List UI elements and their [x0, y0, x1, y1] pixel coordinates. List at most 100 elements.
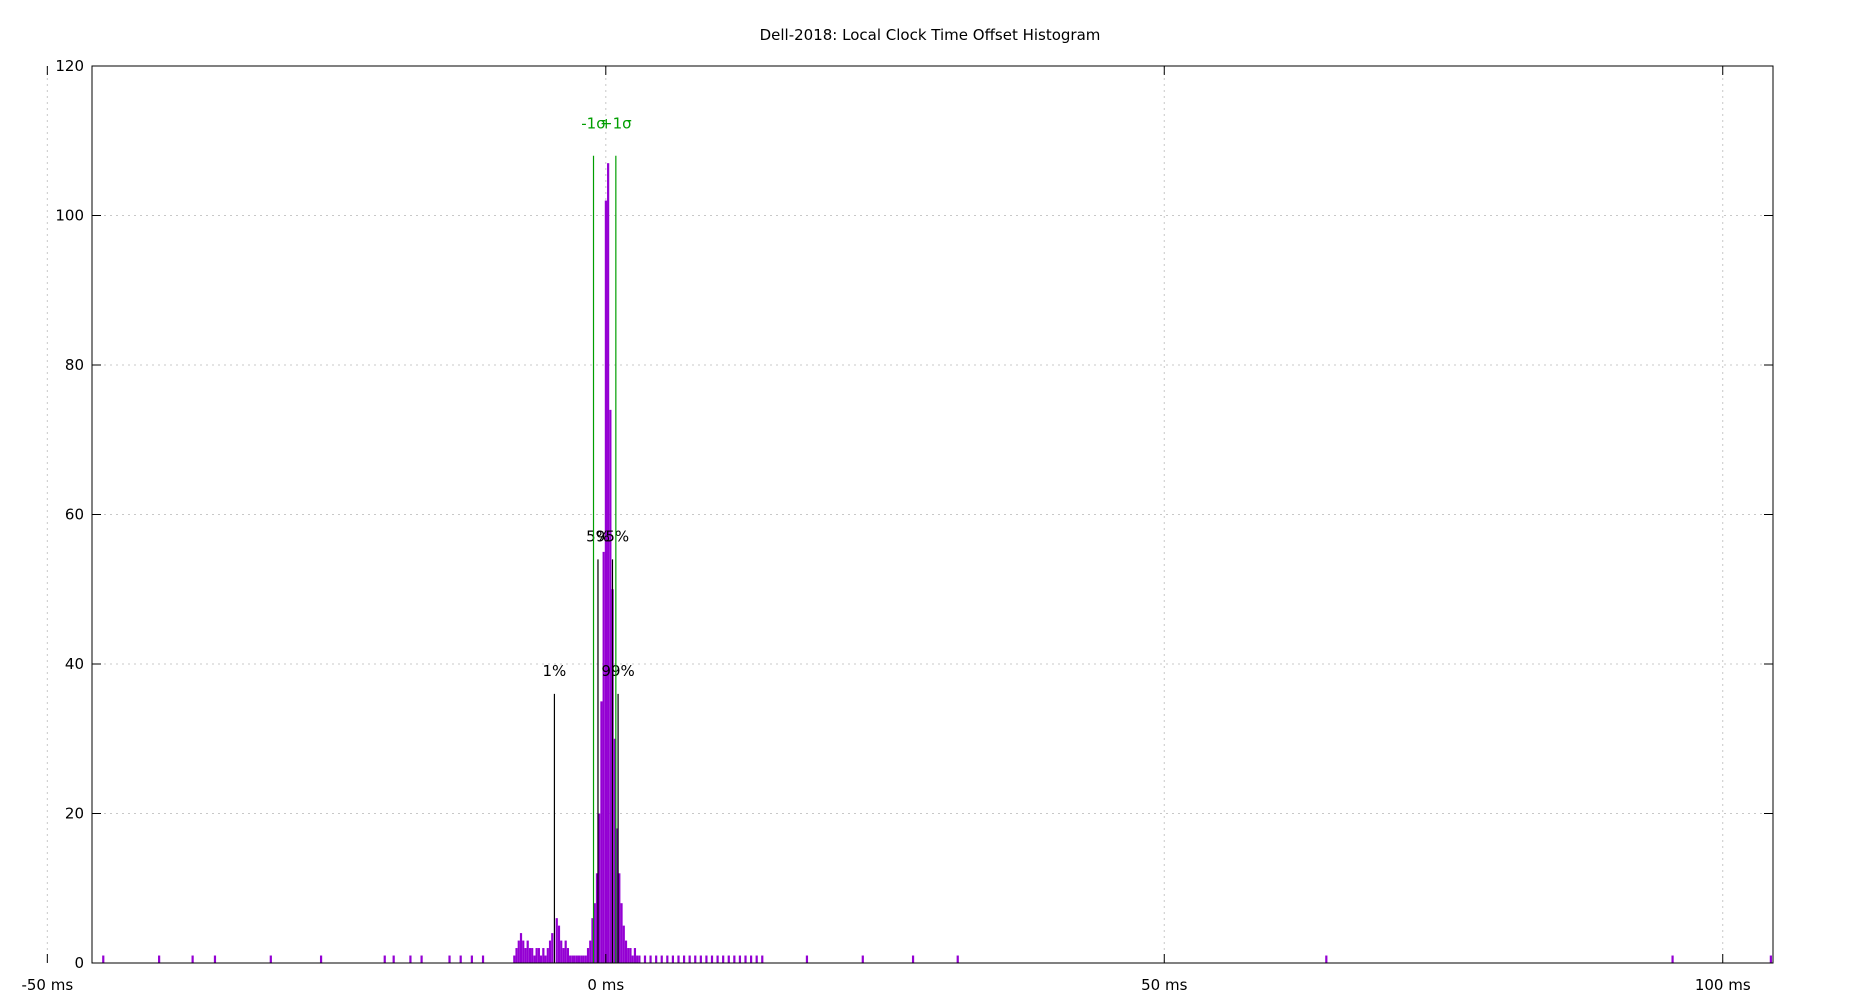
histogram-bar — [562, 948, 565, 963]
histogram-bar — [586, 948, 590, 963]
x-tick-label: 50 ms — [1141, 976, 1187, 994]
histogram-bar — [522, 940, 525, 963]
histogram-bar — [643, 955, 647, 963]
histogram-bar — [633, 948, 637, 963]
histogram-bar — [716, 955, 719, 963]
x-tick-label: 0 ms — [587, 976, 624, 994]
axis-tick-labels: 0 20 40 60 80 100 120 -50 ms 0 ms 50 ms 100 ms — [21, 57, 1750, 994]
histogram-bar — [593, 903, 596, 963]
histogram-bar — [636, 955, 639, 963]
histogram-bar — [517, 940, 520, 963]
histogram-bar — [694, 955, 697, 963]
histogram-bar — [557, 925, 561, 963]
histogram-bar — [213, 955, 217, 963]
histogram-bar — [733, 955, 736, 963]
histogram-bar — [448, 955, 451, 963]
histogram-bar — [911, 955, 915, 963]
histogram-bar — [861, 955, 864, 963]
histogram-bar — [555, 918, 558, 963]
x-tick-label: -50 ms — [21, 976, 73, 994]
histogram-bar — [631, 955, 634, 963]
histogram-bar — [624, 940, 628, 963]
y-tick-label: 100 — [55, 207, 84, 225]
axis-ticks — [46, 65, 1773, 964]
histogram-bar — [589, 940, 592, 963]
histogram-bar — [575, 955, 578, 963]
grid-lines — [46, 66, 1773, 963]
y-tick-label: 60 — [65, 506, 84, 524]
histogram-bar — [622, 925, 625, 963]
histogram-bar — [533, 955, 536, 963]
histogram-bar — [537, 948, 540, 963]
histogram-bar — [1671, 955, 1674, 963]
histogram-bar — [569, 955, 572, 963]
marker-lines: 1% 5%95% 99% -1σ+1σ — [543, 115, 635, 963]
histogram-bar — [383, 955, 386, 963]
histogram-bar — [710, 955, 714, 963]
histogram-bar — [573, 955, 576, 963]
histogram-bar — [577, 955, 581, 963]
histogram-bar — [705, 955, 708, 963]
histogram-bar — [600, 701, 603, 963]
histogram-bar — [655, 955, 658, 963]
histogram-bar — [591, 918, 594, 963]
histogram-bar — [618, 873, 621, 963]
histogram-bar — [727, 955, 730, 963]
percentile-label: 5% — [586, 527, 610, 545]
percentile-label: 99% — [601, 662, 634, 680]
histogram-bar — [613, 738, 616, 963]
y-tick-label: 120 — [55, 57, 84, 75]
histogram-bar — [1769, 955, 1772, 963]
histogram-bar — [319, 955, 323, 963]
histogram-bar — [524, 948, 527, 963]
histogram-bar — [682, 955, 686, 963]
histogram-bar — [269, 955, 272, 963]
histogram-bar — [660, 955, 663, 963]
percentile-label: 1% — [543, 662, 567, 680]
histogram-bar — [805, 955, 809, 963]
histogram-bar — [542, 948, 545, 963]
histogram-bar — [548, 940, 552, 963]
histogram-bar — [459, 955, 462, 963]
percentile-label: 95% — [596, 527, 629, 545]
histogram-bar — [744, 955, 747, 963]
histogram-bar — [956, 955, 959, 963]
histogram-bar — [531, 948, 534, 963]
histogram-bar — [722, 955, 725, 963]
histogram-bar — [607, 163, 610, 964]
histogram-bar — [649, 955, 652, 963]
histogram-bar — [544, 955, 547, 963]
histogram-bar — [515, 948, 518, 963]
histogram-bar — [609, 409, 612, 964]
histogram-bar — [564, 940, 567, 963]
histogram-bar — [627, 948, 630, 963]
histogram-bar — [602, 551, 605, 963]
histogram-bar — [677, 955, 680, 963]
histogram-bar — [584, 955, 587, 963]
histogram-bar — [102, 955, 105, 963]
histogram-bar — [580, 955, 583, 963]
histogram-bar — [546, 948, 549, 963]
histogram-bar — [595, 873, 599, 963]
histogram-bar — [526, 940, 529, 963]
histogram-bar — [528, 948, 532, 963]
histogram-bar — [738, 955, 742, 963]
histogram-bar — [604, 200, 607, 964]
histogram-bar — [671, 955, 675, 963]
histogram-bar — [513, 955, 516, 963]
histogram-bar — [566, 948, 570, 963]
histogram-bar — [629, 948, 632, 963]
y-tick-label: 20 — [65, 805, 84, 823]
histogram-bar — [409, 955, 412, 963]
sigma-label: -1σ — [581, 115, 606, 133]
histogram-bar — [571, 955, 574, 963]
histogram-bar — [598, 813, 601, 963]
histogram-bar — [470, 955, 473, 963]
y-tick-label: 40 — [65, 655, 84, 673]
histogram-bar — [749, 955, 753, 963]
histogram-bar — [620, 903, 623, 963]
histogram-bar — [535, 948, 538, 963]
histogram-bar — [1325, 955, 1328, 963]
histogram-bars — [102, 163, 1772, 964]
